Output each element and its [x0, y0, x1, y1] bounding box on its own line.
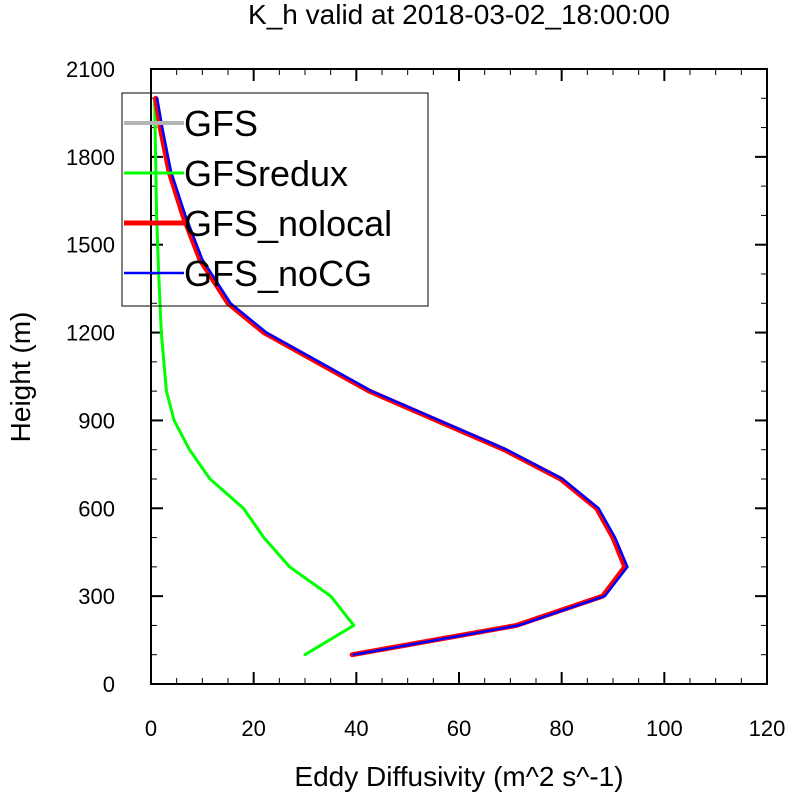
legend-box	[121, 92, 429, 307]
y-tick-label: 2100	[66, 57, 115, 82]
y-tick-label: 600	[78, 496, 115, 521]
y-tick-label: 0	[103, 672, 115, 697]
x-axis-title: Eddy Diffusivity (m^2 s^-1)	[294, 761, 623, 792]
chart-title: K_h valid at 2018-03-02_18:00:00	[248, 0, 670, 30]
x-tick-label: 120	[749, 716, 786, 741]
x-tick-label: 60	[447, 716, 471, 741]
legend-label: GFSredux	[184, 153, 348, 194]
y-axis-title: Height (m)	[5, 312, 36, 443]
x-tick-label: 40	[344, 716, 368, 741]
series-line-gfsredux	[153, 96, 356, 657]
x-tick-label: 100	[646, 716, 683, 741]
y-tick-label: 1200	[66, 321, 115, 346]
legend-label: GFS_nolocal	[184, 203, 392, 244]
plot-area: 0 20 40 60 80 100 1200300600900120015001800210…	[66, 57, 785, 741]
y-tick-label: 300	[78, 584, 115, 609]
x-tick-label: 80	[549, 716, 573, 741]
y-tick-label: 1800	[66, 145, 115, 170]
y-tick-label: 1500	[66, 233, 115, 258]
x-tick-label: 0	[145, 716, 157, 741]
y-tick-label: 900	[78, 408, 115, 433]
x-tick-label: 20	[241, 716, 265, 741]
series-line-gfs-nocg	[155, 97, 629, 656]
legend-label: GFS	[184, 103, 258, 144]
legend-label: GFS_noCG	[184, 253, 372, 294]
